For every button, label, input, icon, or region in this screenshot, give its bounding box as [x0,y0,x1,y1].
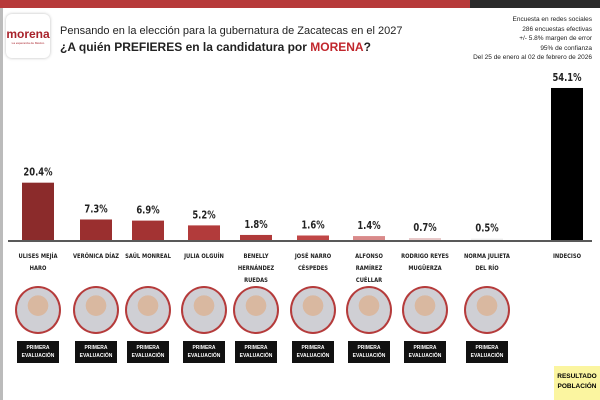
question-title: ¿A quién PREFIERES en la candidatura por… [60,40,371,54]
top-banner [0,0,470,8]
top-banner-brand [470,0,600,8]
evaluation-badge: PRIMERA EVALUACIÓN [183,341,225,363]
candidate-photo [181,286,227,334]
evaluation-badge: PRIMERA EVALUACIÓN [466,341,508,363]
category-label: JULIA OLGUÍN [184,252,224,260]
candidate-photo [290,286,336,334]
bar [409,238,441,240]
bar [132,220,164,240]
bar [353,236,385,240]
bar [80,219,112,240]
data-label: 54.1% [552,72,581,84]
question-context: Pensando en la elección para la gubernat… [60,25,403,37]
evaluation-badge: PRIMERA EVALUACIÓN [127,341,169,363]
candidate-photo [15,286,61,334]
data-label: 6.9% [136,205,159,217]
meta-line: +/- 5.8% margen de error [519,35,592,42]
bar [471,238,503,240]
category-label: INDECISO [552,252,582,260]
meta-line: Encuesta en redes sociales [512,16,593,23]
bar [188,225,220,240]
survey-metadata: Encuesta en redes sociales 286 encuestas … [473,15,592,63]
evaluation-badge: PRIMERA EVALUACIÓN [235,341,277,363]
data-label: 1.6% [301,220,324,232]
candidate-photo [346,286,392,334]
evaluation-badge: PRIMERA EVALUACIÓN [404,341,446,363]
evaluation-badge: PRIMERA EVALUACIÓN [75,341,117,363]
meta-line: 95% de confianza [540,44,592,52]
candidate-photo [125,286,171,334]
meta-line: Del 25 de enero al 02 de febrero de 2026 [473,54,592,61]
category-label: SAÚL MONREAL [125,252,171,260]
category-label: VERÓNICA DÍAZ [73,252,119,260]
data-label: 7.3% [84,204,107,216]
evaluation-badge: PRIMERA EVALUACIÓN [17,341,59,363]
meta-line: 286 encuestas efectivas [522,25,592,33]
left-border [0,8,3,400]
data-label: 1.8% [244,219,267,231]
evaluation-badge: PRIMERA EVALUACIÓN [348,341,390,363]
category-label: JOSÉ NARRO CÉSPEDES [294,252,332,272]
data-label: 1.4% [357,220,380,232]
category-label: BENELLY HERNÁNDEZ RUEDAS [237,252,275,284]
logo-word: morena [6,27,50,41]
bar [22,182,54,240]
candidate-photo [402,286,448,334]
evaluation-badge: PRIMERA EVALUACIÓN [292,341,334,363]
category-label: NORMA JULIETA DEL RÍO [464,252,510,272]
candidate-photo [73,286,119,334]
candidate-photo [233,286,279,334]
data-label: 20.4% [23,167,52,179]
category-label: ALFONSO RAMÍREZ CUÉLLAR [355,252,383,284]
logo-subtitle: La esperanza de México [11,41,45,45]
bar [240,234,272,240]
bar-chart: 20.4% 7.3% 6.9% 5.2% 1.8% 1.6% 1.4% 0.7% 0.5% 54.… [8,72,592,242]
bar [297,235,329,240]
category-label: RODRIGO REYES MUGÜERZA [401,252,449,272]
result-box: RESULTADO POBLACIÓN [554,366,600,400]
morena-logo: morena La esperanza de México [6,14,50,58]
data-label: 0.5% [475,223,498,235]
data-label: 0.7% [413,222,436,234]
bar [551,87,583,240]
data-label: 5.2% [192,210,215,222]
category-label: ULISES MEJÍA HARO [18,252,58,272]
candidate-photo [464,286,510,334]
